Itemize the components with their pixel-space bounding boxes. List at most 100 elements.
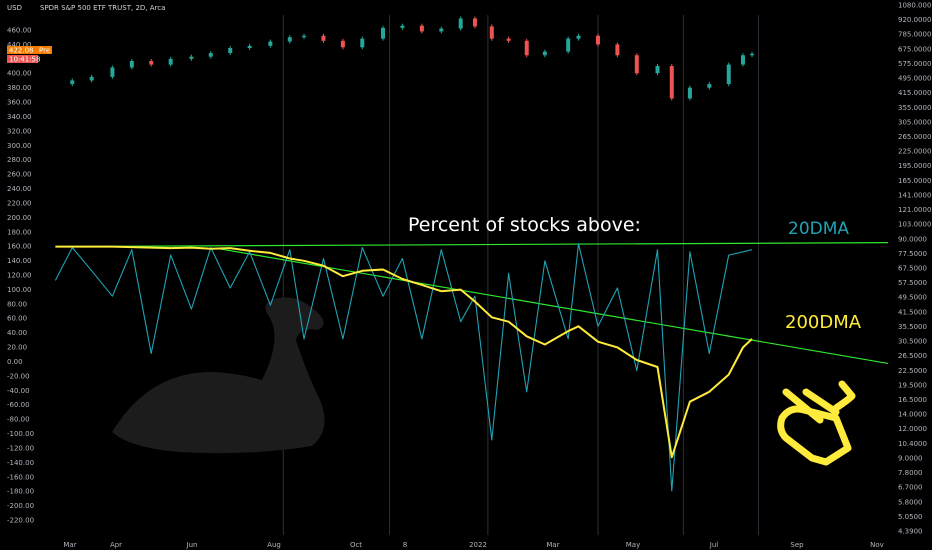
candle [268,41,273,46]
right-axis-tick: 90.0000 [898,235,927,243]
right-axis-tick: 265.0000 [898,133,931,141]
left-axis-tick: 200.00 [7,214,32,222]
x-axis: Mar Apr Jun Aug Oct 8 2022 Mar May Jul Sep Nov [63,541,883,549]
right-axis-tick: 49.5000 [898,294,927,302]
candle [566,38,571,52]
right-axis-tick: 305.0000 [898,118,931,126]
x-axis-tick: Nov [870,541,884,549]
candle [472,18,477,27]
candle [228,48,233,54]
left-axis-tick: 160.00 [7,243,32,251]
candle [458,18,463,29]
right-axis-tick: 12.0000 [898,425,927,433]
left-axis-tick: 0.00 [7,358,23,366]
candle [247,45,252,49]
price-tag-pre: 422.08 Pre [7,46,52,55]
trendlines [55,242,889,365]
left-axis-tick: -140.00 [7,459,34,467]
chart-title: SPDR S&P 500 ETF TRUST, 2D, Arca [40,4,165,12]
left-axis-tick: -160.00 [7,473,34,481]
candle [740,55,745,65]
candle [302,35,307,38]
x-axis-tick: Jun [186,541,198,549]
left-axis-tick: -220.00 [7,517,34,525]
right-axis: 1080.000 920.0000 785.0000 675.0000 575.0000… [898,2,931,536]
left-axis-tick: -40.00 [7,387,30,395]
left-axis-tick: 180.00 [7,228,32,236]
x-axis-tick: May [626,541,640,549]
candle [615,44,620,56]
trendline-lower [218,248,889,365]
x-axis-tick: 2022 [469,541,487,549]
right-axis-tick: 41.5000 [898,308,927,316]
candle [524,40,529,56]
candle [419,25,424,32]
right-axis-tick: 141.0000 [898,191,931,199]
right-axis-tick: 5.8000 [898,498,923,506]
candle [208,53,213,57]
label-200dma: 200DMA [785,312,862,333]
series-200dma [55,245,753,459]
left-axis-tick: -120.00 [7,444,34,452]
price-candles [70,16,755,101]
left-axis-tick: -180.00 [7,488,34,496]
left-axis-tick: 140.00 [7,257,32,265]
candle [360,38,365,48]
currency-label: USD [7,4,22,12]
candle [634,55,639,74]
candle [655,66,660,74]
candle [750,53,755,56]
candle [506,38,511,41]
left-axis-tick: -200.00 [7,502,34,510]
right-axis-tick: 77.5000 [898,250,927,258]
label-20dma: 20DMA [788,219,849,239]
right-axis-tick: 195.0000 [898,162,931,170]
candle [321,35,326,41]
price-tag-value: 422.08 [9,47,34,55]
series-200dma-line [55,245,753,459]
left-axis-tick: -20.00 [7,372,30,380]
left-axis-tick: 360.00 [7,99,32,107]
right-axis-tick: 785.0000 [898,31,931,39]
right-axis-tick: 575.0000 [898,60,931,68]
x-axis-tick: Sep [790,541,804,549]
pointing-hand-icon [777,380,856,466]
left-axis-tick: 120.00 [7,272,32,280]
left-axis-tick: 80.00 [7,300,27,308]
candle [89,76,94,81]
right-axis-tick: 22.5000 [898,367,927,375]
left-axis-tick: 300.00 [7,142,32,150]
right-axis-tick: 225.0000 [898,148,931,156]
right-axis-tick: 30.5000 [898,338,927,346]
left-axis-tick: -100.00 [7,430,34,438]
candle [489,26,494,39]
candle [129,60,134,68]
right-axis-tick: 103.0000 [898,221,931,229]
series-20dma-line [54,243,753,492]
x-axis-tick: Aug [267,541,281,549]
candle [70,80,75,85]
right-axis-tick: 1080.000 [898,2,931,10]
candle [707,84,712,88]
right-axis-tick: 9.0000 [898,454,923,462]
right-axis-tick: 19.5000 [898,381,927,389]
right-axis-tick: 35.5000 [898,323,927,331]
right-axis-tick: 26.5000 [898,352,927,360]
candle [149,60,154,65]
right-axis-tick: 415.0000 [898,89,931,97]
left-axis-tick: 380.00 [7,84,32,92]
right-axis-tick: 5.0500 [898,513,923,521]
left-axis-tick: 400.00 [7,70,32,78]
left-axis-tick: 460.00 [7,27,32,35]
x-axis-tick: 8 [403,541,407,549]
candle [439,28,444,32]
candle [595,35,600,45]
right-axis-tick: 57.5000 [898,279,927,287]
left-axis-tick: -80.00 [7,416,30,424]
candle [340,40,345,48]
swan-watermark-icon [112,297,325,454]
right-axis-tick: 16.5000 [898,396,927,404]
left-axis-tick: 100.00 [7,286,32,294]
left-axis-tick: 60.00 [7,315,27,323]
